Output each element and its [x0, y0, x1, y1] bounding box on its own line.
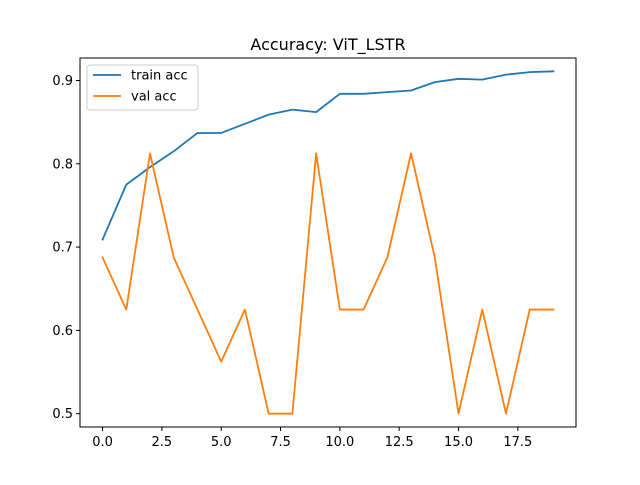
legend: train acc val acc — [86, 64, 199, 111]
series-line-val-acc — [101, 152, 555, 415]
x-tick-label: 10.0 — [325, 435, 354, 450]
y-tick-label: 0.5 — [52, 407, 73, 422]
y-tick-label: 0.9 — [52, 74, 73, 89]
legend-label: val acc — [131, 90, 177, 105]
x-tick-label: 7.5 — [270, 435, 291, 450]
y-tick-label: 0.8 — [52, 157, 73, 172]
y-tick-label: 0.6 — [52, 324, 73, 339]
x-tick-label: 17.5 — [503, 435, 532, 450]
axes-frame — [79, 57, 577, 428]
x-tick-label: 12.5 — [385, 435, 414, 450]
x-tick-label: 0.0 — [92, 435, 113, 450]
series-line-train-acc — [101, 70, 555, 241]
x-tick-label: 2.5 — [152, 435, 173, 450]
legend-box — [86, 64, 199, 111]
y-tick-label: 0.7 — [52, 241, 73, 256]
x-tick-label: 5.0 — [211, 435, 232, 450]
legend-label: train acc — [131, 69, 188, 84]
chart-title: Accuracy: ViT_LSTR — [250, 35, 405, 55]
plot-area: 0.0 2.5 5.0 7.5 10.0 12.5 15.0 17.5 0.5 0.6 0.7 0.8… — [52, 57, 577, 450]
x-tick-label: 15.0 — [444, 435, 473, 450]
